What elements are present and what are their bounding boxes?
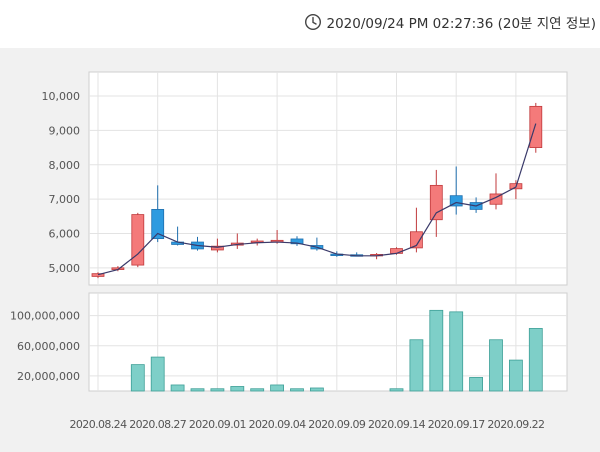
volume-bar — [270, 384, 285, 392]
price-tick-label: 8,000 — [49, 159, 81, 172]
volume-plot: 20,000,000 60,000,000 100,000,000 — [10, 292, 568, 392]
stock-chart: 5,000 6,000 7,000 8,000 9,000 10,000 20,000,0… — [10, 71, 568, 431]
x-tick-label: 2020.09.01 — [189, 418, 246, 431]
x-tick-label: 2020.09.17 — [428, 418, 486, 431]
volume-bar — [309, 387, 324, 392]
candle-body — [390, 248, 403, 254]
candle-body — [91, 273, 105, 277]
volume-bar — [230, 386, 245, 392]
x-tick-label: 2020.09.14 — [368, 418, 426, 431]
candle-body — [429, 184, 443, 221]
volume-bar — [489, 339, 503, 392]
header-bar: 2020/09/24 PM 02:27:36 (20분 지연 정보) — [0, 0, 600, 48]
volume-bar — [250, 388, 265, 392]
price-tick-label: 5,000 — [49, 262, 81, 275]
candle-body — [131, 214, 145, 266]
x-axis: 2020.08.24 2020.08.27 2020.09.01 2020.09.04… — [70, 418, 545, 431]
volume-bar — [150, 356, 165, 392]
x-tick-label: 2020.08.27 — [129, 418, 187, 431]
candle-body — [529, 105, 543, 148]
volume-bar — [469, 377, 484, 392]
volume-bar — [290, 388, 304, 392]
timestamp-text: 2020/09/24 PM 02:27:36 (20분 지연 정보) — [326, 16, 597, 32]
volume-bar — [130, 364, 145, 392]
candle-body — [290, 238, 304, 245]
volume-bar — [508, 359, 523, 392]
volume-plot-area — [88, 292, 568, 392]
candle-body — [449, 195, 463, 207]
price-tick-label: 6,000 — [49, 227, 81, 240]
price-plot-area — [88, 71, 568, 286]
price-tick-label: 9,000 — [49, 124, 81, 137]
candle-body — [489, 193, 503, 205]
candle-body — [210, 245, 224, 251]
clock-icon — [304, 13, 321, 31]
candle-body — [151, 209, 165, 240]
volume-bar — [429, 309, 444, 392]
timestamp-info: 2020/09/24 PM 02:27:36 (20분 지연 정보) — [304, 12, 597, 32]
volume-bar — [389, 388, 404, 392]
x-tick-label: 2020.09.04 — [249, 418, 307, 431]
price-tick-label: 7,000 — [49, 193, 81, 206]
price-plot: 5,000 6,000 7,000 8,000 9,000 10,000 — [42, 71, 568, 286]
volume-bar — [190, 388, 205, 392]
volume-bar — [409, 339, 424, 392]
x-tick-label: 2020.09.09 — [308, 418, 366, 431]
volume-bar — [170, 384, 185, 392]
moving-average-line — [97, 123, 537, 276]
volume-bar — [528, 328, 543, 392]
chart-panel: 5,000 6,000 7,000 8,000 9,000 10,000 20,000,0… — [0, 48, 600, 452]
volume-bar — [210, 388, 225, 392]
volume-bar — [449, 311, 464, 392]
volume-tick-label: 20,000,000 — [17, 370, 80, 383]
volume-tick-label: 60,000,000 — [17, 340, 80, 353]
x-tick-label: 2020.08.24 — [70, 418, 128, 431]
candle-body — [409, 231, 423, 249]
volume-tick-label: 100,000,000 — [10, 310, 80, 323]
price-tick-label: 10,000 — [42, 90, 81, 103]
x-tick-label: 2020.09.22 — [487, 418, 544, 431]
